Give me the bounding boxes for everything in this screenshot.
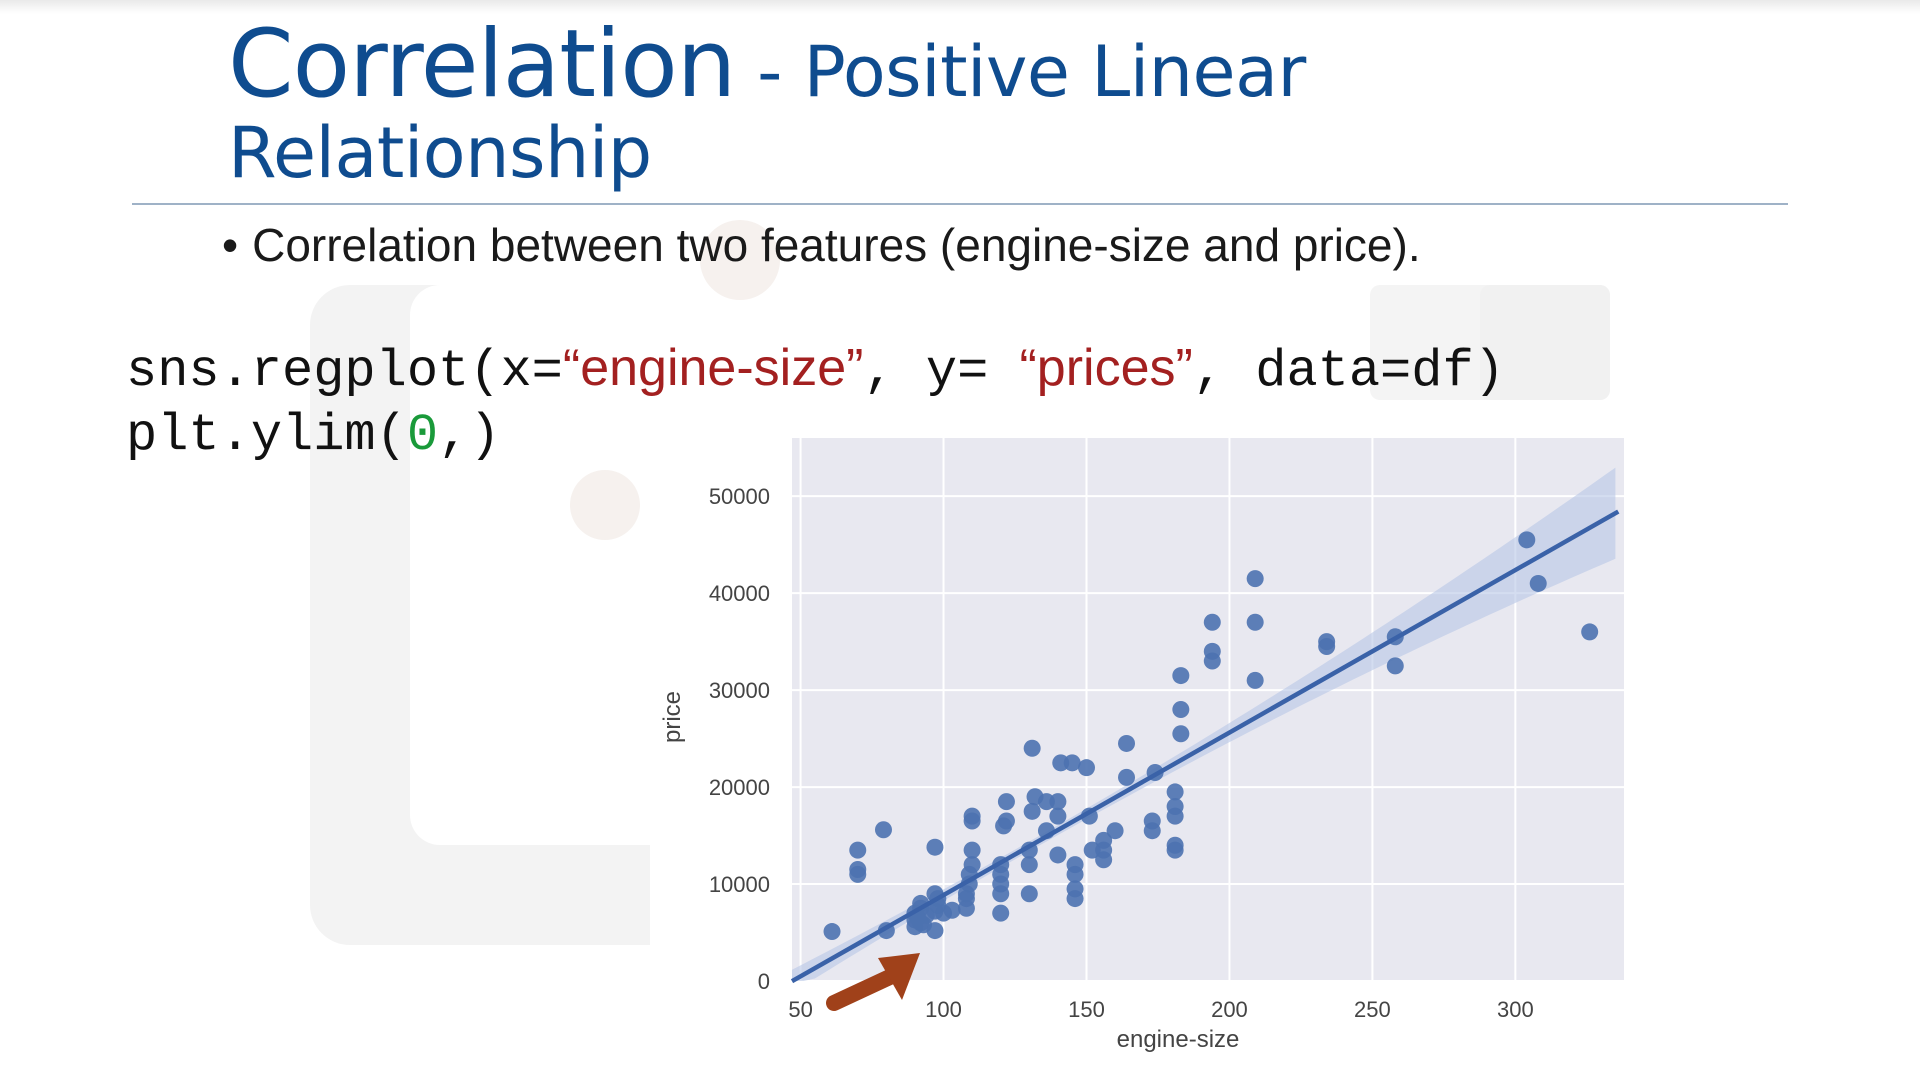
x-tick-label: 250 — [1354, 997, 1391, 1022]
regression-line — [790, 509, 1620, 984]
data-point — [1203, 613, 1221, 631]
data-point — [1063, 754, 1081, 772]
data-point — [849, 865, 867, 883]
title-sub: - Positive Linear — [735, 31, 1306, 113]
data-point — [1106, 822, 1124, 840]
slide-title: Correlation - Positive Linear — [228, 18, 1306, 112]
data-point — [1246, 613, 1264, 631]
data-point — [1203, 642, 1221, 660]
x-tick-label: 150 — [1068, 997, 1105, 1022]
data-point — [1049, 793, 1067, 811]
data-point — [1246, 570, 1264, 588]
arrow-icon — [826, 953, 920, 1011]
y-axis-label: price — [659, 691, 686, 743]
data-point — [1077, 759, 1095, 777]
bullet-point: • Correlation between two features (engin… — [222, 218, 1421, 272]
grid — [792, 438, 1624, 982]
data-point — [1118, 768, 1136, 786]
data-point — [963, 856, 981, 874]
code-string: “engine-size” — [562, 339, 864, 397]
x-tick-label: 50 — [788, 997, 812, 1022]
y-tick-label: 50000 — [709, 484, 770, 509]
title-line2: Relationship — [228, 112, 652, 194]
data-point — [849, 841, 867, 859]
data-point — [1066, 890, 1084, 908]
data-point — [1318, 633, 1336, 651]
data-point — [1020, 885, 1038, 903]
data-point — [963, 841, 981, 859]
data-point — [823, 923, 841, 941]
data-point — [1581, 623, 1599, 641]
arrow-head — [878, 953, 920, 1000]
data-point — [1166, 783, 1184, 801]
x-axis-label: engine-size — [1117, 1026, 1240, 1053]
y-tick-label: 40000 — [709, 581, 770, 606]
tick-labels: 50 100 150 200 250 300 0 10000 20000 30000 40000 50… — [709, 484, 1534, 1022]
code-line-2: plt.ylim(0,) — [126, 410, 501, 462]
data-point — [963, 807, 981, 825]
y-tick-label: 20000 — [709, 775, 770, 800]
y-tick-label: 30000 — [709, 678, 770, 703]
x-tick-label: 100 — [925, 997, 962, 1022]
data-point — [1166, 797, 1184, 815]
arrow-shaft — [826, 968, 900, 1011]
y-tick-label: 0 — [758, 969, 770, 994]
watermark-node — [700, 220, 780, 300]
code-text: ,) — [438, 406, 501, 465]
y-tick-label: 10000 — [709, 872, 770, 897]
data-point — [1049, 846, 1067, 864]
top-band — [0, 0, 1920, 14]
code-number: 0 — [406, 406, 439, 465]
watermark-logo-inner — [410, 285, 650, 845]
data-point — [1246, 671, 1264, 689]
code-string: “prices” — [1019, 339, 1193, 397]
data-point — [1066, 865, 1084, 883]
code-text: sns.regplot(x= — [126, 342, 563, 401]
data-point — [1118, 734, 1136, 752]
data-point — [1023, 802, 1041, 820]
data-point — [1529, 574, 1547, 592]
data-point — [1518, 531, 1536, 549]
data-point — [874, 821, 892, 839]
code-text: plt.ylim( — [126, 406, 407, 465]
data-point — [997, 812, 1015, 830]
data-point — [992, 904, 1010, 922]
data-point — [1172, 667, 1190, 685]
watermark-block-dark — [1480, 285, 1610, 400]
bullet-symbol: • — [222, 219, 239, 271]
confidence-band — [792, 467, 1616, 982]
data-point — [1143, 812, 1161, 830]
data-point — [1023, 739, 1041, 757]
data-point — [997, 793, 1015, 811]
data-point — [1049, 807, 1067, 825]
data-point — [1172, 701, 1190, 718]
data-point — [926, 838, 944, 856]
title-divider — [132, 203, 1788, 205]
x-tick-label: 200 — [1211, 997, 1248, 1022]
data-point — [1172, 725, 1190, 743]
code-line-1: sns.regplot(x=“engine-size”, y= “prices”… — [126, 342, 1505, 398]
code-text: , data=df) — [1192, 342, 1505, 401]
watermark-node — [570, 470, 640, 540]
data-point — [926, 922, 944, 940]
data-point — [943, 901, 961, 919]
data-point — [1386, 657, 1404, 675]
data-point — [1020, 856, 1038, 874]
title-main: Correlation — [228, 10, 736, 119]
code-text: , y= — [863, 342, 1020, 401]
x-tick-label: 300 — [1497, 997, 1534, 1022]
data-point — [1095, 851, 1113, 869]
data-point — [1166, 836, 1184, 854]
bullet-text: Correlation between two features (engine… — [252, 219, 1421, 271]
